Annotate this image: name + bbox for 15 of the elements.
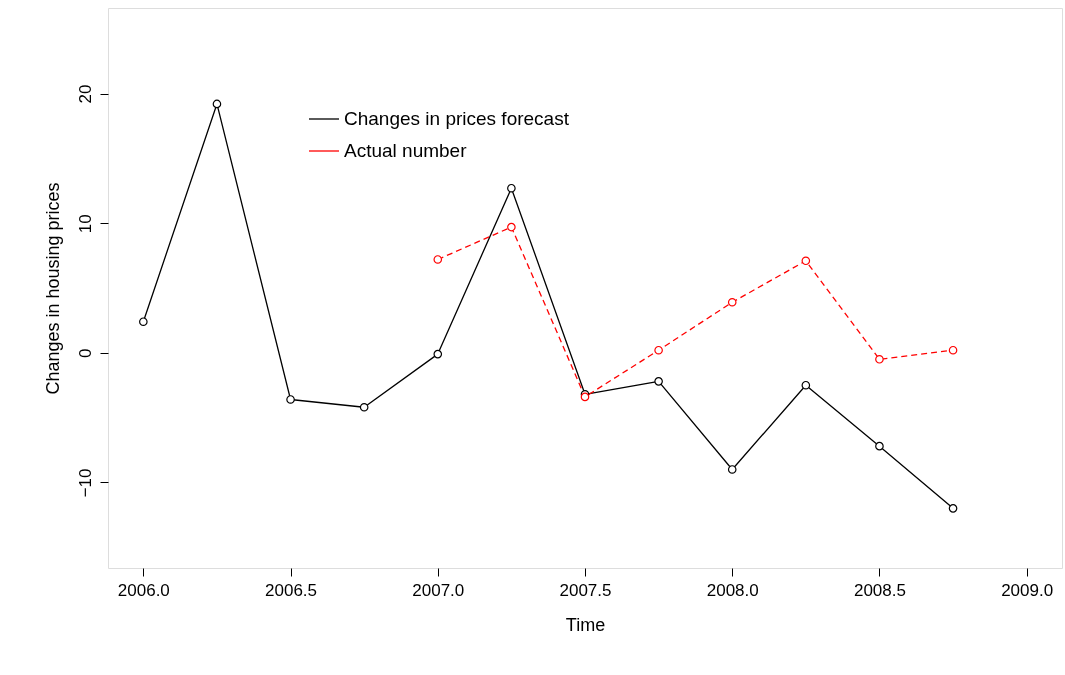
x-tick-label: 2008.0 bbox=[706, 580, 759, 600]
y-axis-title: Changes in housing prices bbox=[42, 182, 63, 395]
x-tick-label: 2007.5 bbox=[559, 580, 612, 600]
y-tick-label: 10 bbox=[75, 214, 95, 234]
x-tick-label: 2006.5 bbox=[265, 580, 318, 600]
y-tick-label: 0 bbox=[75, 348, 95, 359]
x-tick-label: 2007.0 bbox=[412, 580, 465, 600]
x-axis-title: Time bbox=[565, 614, 606, 635]
legend-label: Changes in prices forecast bbox=[344, 108, 570, 129]
y-tick-label: −10 bbox=[75, 468, 95, 498]
x-tick-label: 2008.5 bbox=[853, 580, 906, 600]
legend-label: Actual number bbox=[344, 140, 468, 161]
x-tick-label: 2006.0 bbox=[117, 580, 170, 600]
x-tick-label: 2009.0 bbox=[1001, 580, 1054, 600]
y-tick-label: 20 bbox=[75, 84, 95, 104]
